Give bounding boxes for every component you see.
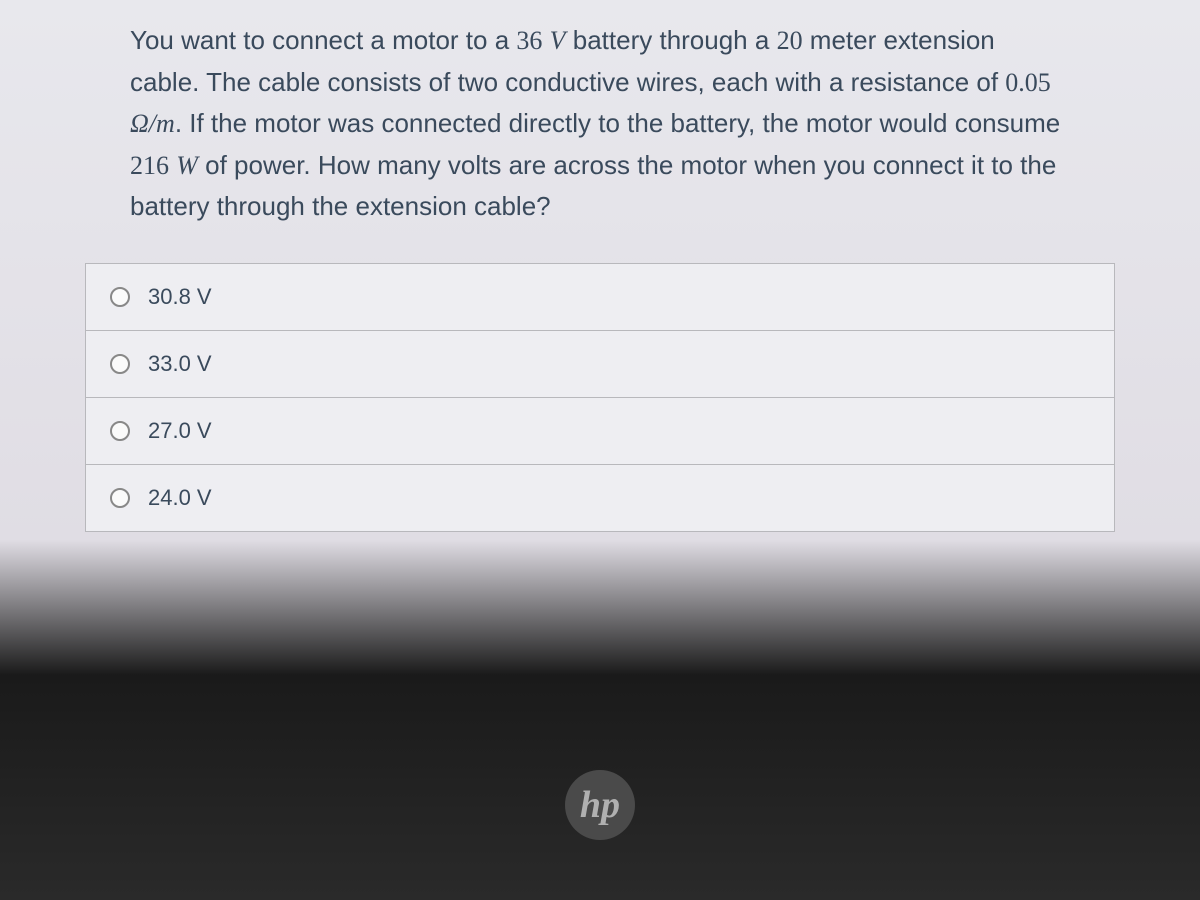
question-part: of power. How many volts are across the … [130,150,1056,222]
hp-logo-text: hp [580,783,620,827]
question-unit: V [550,26,566,55]
question-number: 0.05 [1005,68,1051,97]
option-label: 27.0 V [148,418,212,444]
question-number: 36 [516,26,542,55]
question-part: . If the motor was connected directly to… [175,108,1060,138]
question-unit: W [176,151,198,180]
question-part: battery through a [566,25,777,55]
option-label: 24.0 V [148,485,212,511]
question-unit: Ω/m [130,109,175,138]
radio-icon [110,287,130,307]
option-4[interactable]: 24.0 V [86,465,1114,531]
quiz-container: You want to connect a motor to a 36 V ba… [0,0,1200,532]
option-2[interactable]: 33.0 V [86,331,1114,398]
question-part: You want to connect a motor to a [130,25,516,55]
options-container: 30.8 V 33.0 V 27.0 V 24.0 V [85,263,1115,532]
question-part [542,25,549,55]
radio-icon [110,421,130,441]
question-number: 216 [130,151,169,180]
option-label: 33.0 V [148,351,212,377]
option-label: 30.8 V [148,284,212,310]
hp-logo: hp [565,770,635,840]
option-3[interactable]: 27.0 V [86,398,1114,465]
radio-icon [110,354,130,374]
option-1[interactable]: 30.8 V [86,264,1114,331]
radio-icon [110,488,130,508]
question-text: You want to connect a motor to a 36 V ba… [85,20,1115,228]
question-number: 20 [777,26,803,55]
